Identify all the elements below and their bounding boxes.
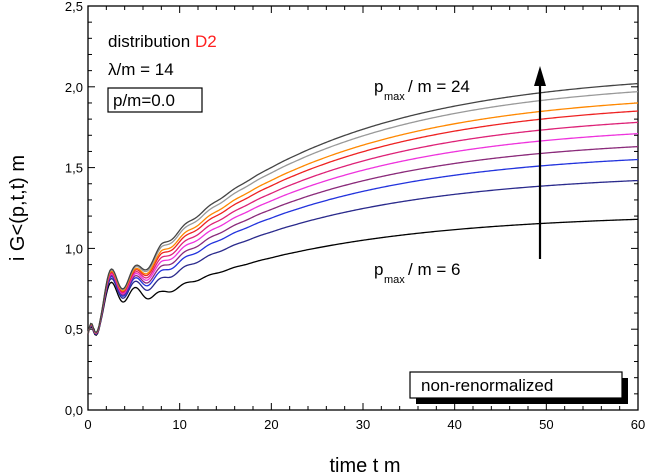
x-tick-label: 0 xyxy=(84,417,91,432)
y-tick-label: 0,0 xyxy=(65,403,83,418)
y-tick-label: 2,5 xyxy=(65,0,83,14)
series-line-8 xyxy=(87,102,639,335)
series-line-7 xyxy=(87,110,639,335)
series-line-9 xyxy=(87,91,639,335)
pmax-24-rest: / m = 24 xyxy=(408,77,470,96)
momentum-box-text: p/m=0.0 xyxy=(113,91,175,110)
pmax-6-rest: / m = 6 xyxy=(408,260,460,279)
renorm-box-text: non-renormalized xyxy=(421,376,553,395)
series-line-2 xyxy=(87,179,639,336)
y-tick-label: 0,5 xyxy=(65,322,83,337)
x-tick-label: 10 xyxy=(172,417,186,432)
y-tick-label: 1,0 xyxy=(65,241,83,256)
series-line-10 xyxy=(87,82,639,335)
increase-arrow-head xyxy=(534,66,546,86)
renorm-box-frame xyxy=(409,371,623,399)
distribution-name: D2 xyxy=(195,32,217,51)
momentum-box-frame xyxy=(107,87,203,113)
distribution-annotation: distribution D2 xyxy=(108,32,217,51)
lambda-annotation: λ/m = 14 xyxy=(108,60,174,79)
x-tick-label: 60 xyxy=(631,417,645,432)
series-line-1 xyxy=(87,218,639,336)
pmax-6-sub: max xyxy=(384,274,405,286)
x-tick-label: 30 xyxy=(356,417,370,432)
pmax-24-sub: max xyxy=(384,91,405,103)
series-line-4 xyxy=(87,145,639,335)
pmax-24-p: p xyxy=(374,77,383,96)
distribution-label: distribution xyxy=(108,32,190,51)
pmax-6-p: p xyxy=(374,260,383,279)
y-tick-label: 2,0 xyxy=(65,80,83,95)
series-line-3 xyxy=(87,158,639,335)
x-tick-label: 40 xyxy=(447,417,461,432)
x-tick-labels: 0 10 20 30 40 50 60 xyxy=(84,417,645,432)
x-axis-label: time t m xyxy=(329,455,400,474)
x-tick-label: 50 xyxy=(539,417,553,432)
y-axis-label: i G<(p,t,t) m xyxy=(7,155,29,261)
y-tick-labels: 0,0 0,5 1,0 1,5 2,0 2,5 xyxy=(65,0,83,418)
x-tick-label: 20 xyxy=(264,417,278,432)
y-tick-label: 1,5 xyxy=(65,161,83,176)
series-lines xyxy=(87,82,639,336)
series-line-5 xyxy=(87,133,639,335)
series-line-6 xyxy=(87,121,639,335)
